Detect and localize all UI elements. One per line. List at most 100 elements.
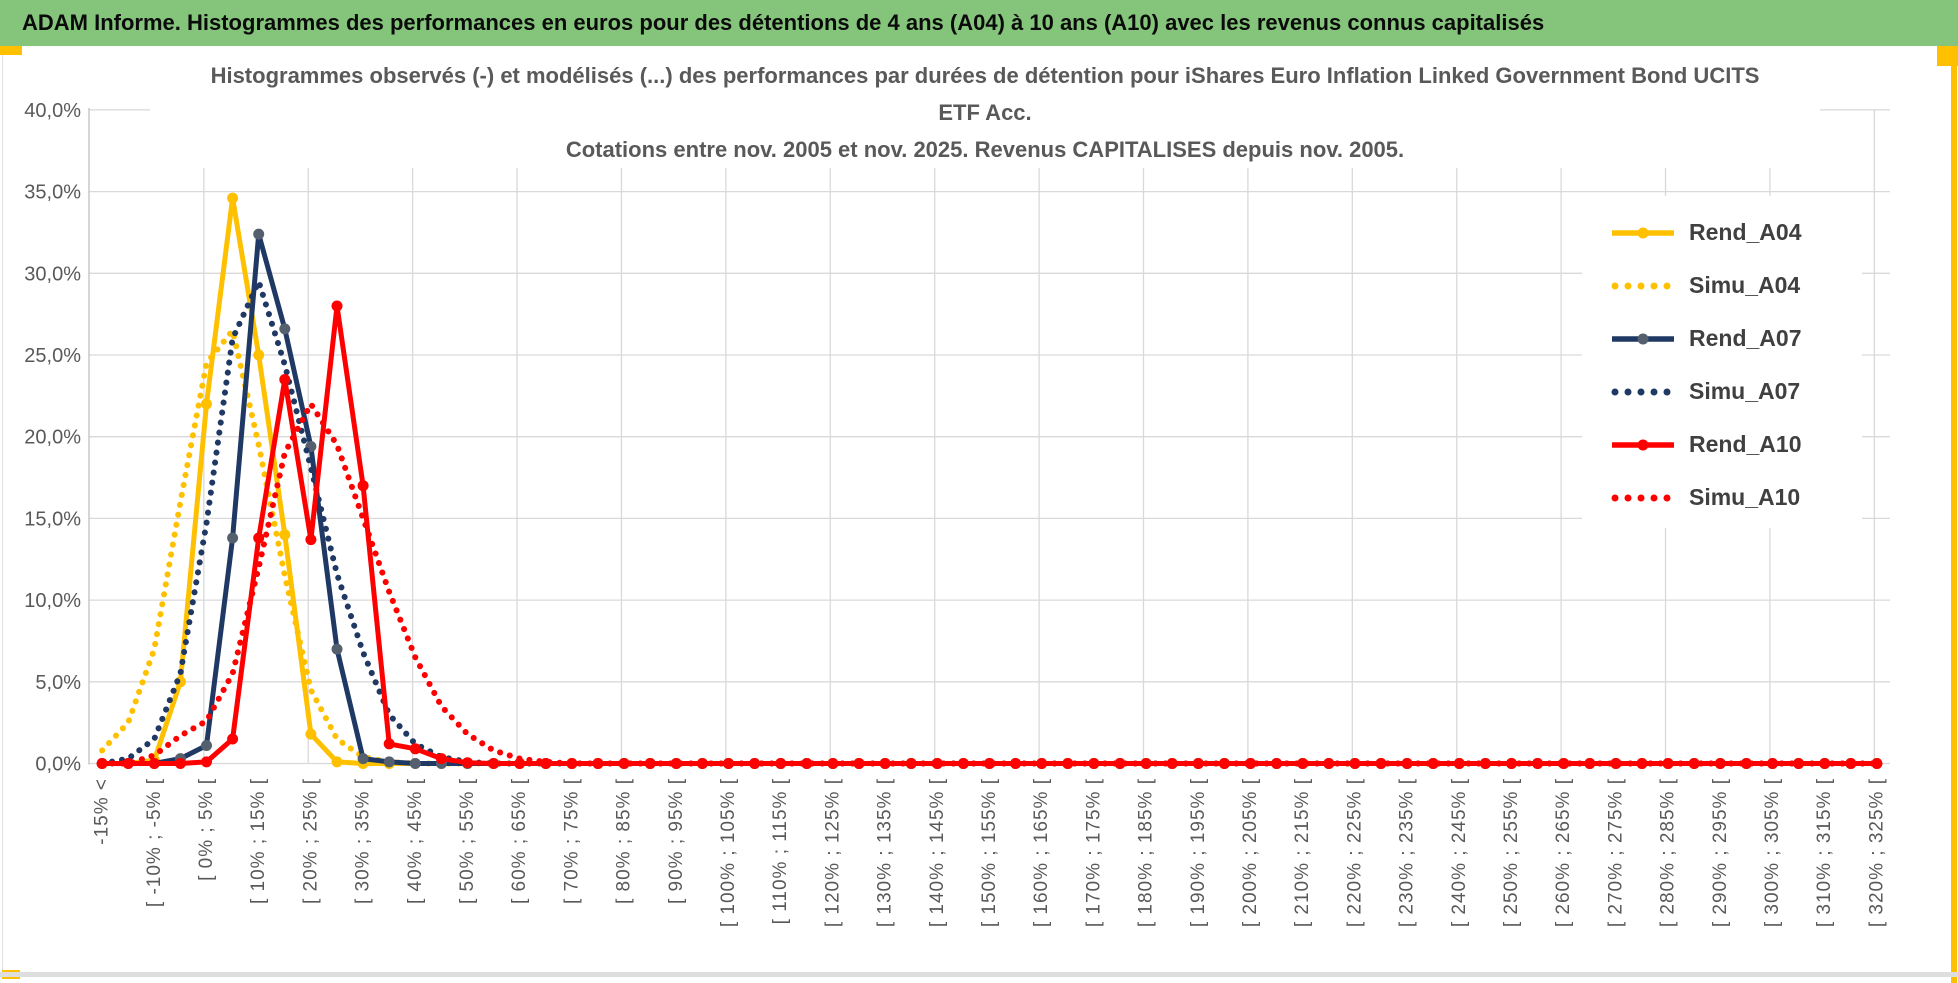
legend-item-Rend_A07[interactable]: Rend_A07 xyxy=(1582,312,1862,365)
legend-item-Rend_A10[interactable]: Rend_A10 xyxy=(1582,418,1862,471)
x-axis-tick-label: [ 290% ; 295% [ xyxy=(1710,778,1731,927)
legend-sample-dotted xyxy=(1611,494,1671,501)
series-marker-Rend_A07 xyxy=(227,532,239,544)
chart-title-line2: ETF Acc. xyxy=(938,100,1032,125)
x-axis-tick-label: [ 230% ; 235% [ xyxy=(1397,778,1418,927)
series-marker-Rend_A10 xyxy=(1610,758,1622,769)
sheet-left-border xyxy=(2,46,3,972)
series-marker-Rend_A10 xyxy=(1297,758,1309,769)
x-axis-tick-label: [ 40% ; 45% [ xyxy=(405,778,426,904)
series-marker-Rend_A10 xyxy=(488,758,500,769)
x-axis-tick-label: [ 190% ; 195% [ xyxy=(1188,778,1209,927)
legend-label: Simu_A10 xyxy=(1689,484,1801,510)
x-axis-tick-label: [ 300% ; 305% [ xyxy=(1762,778,1783,927)
legend-sample-dotted xyxy=(1611,388,1671,395)
x-axis-tick-label: [ -10% ; -5% [ xyxy=(144,778,165,907)
x-axis-tick-label: [ 20% ; 25% [ xyxy=(300,778,321,904)
x-axis-tick-label: [ 160% ; 165% [ xyxy=(1031,778,1052,927)
x-axis-tick-label: [ 200% ; 205% [ xyxy=(1240,778,1261,927)
series-marker-Rend_A10 xyxy=(174,758,186,769)
chart-title-line1: Histogrammes observés (-) et modélisés (… xyxy=(210,63,1760,88)
x-axis-tick-label: [ 100% ; 105% [ xyxy=(718,778,739,927)
x-axis-tick-label: [ 320% ; 325% [ xyxy=(1866,778,1887,927)
banner-title: ADAM Informe. Histogrammes des performan… xyxy=(22,10,1545,35)
y-axis-tick-label: 30,0% xyxy=(24,263,81,285)
series-marker-Rend_A10 xyxy=(1114,758,1126,769)
y-axis-tick-label: 5,0% xyxy=(35,672,81,694)
x-axis-tick-label: [ 70% ; 75% [ xyxy=(561,778,582,904)
y-axis-tick-label: 10,0% xyxy=(24,590,81,612)
app-banner: ADAM Informe. Histogrammes des performan… xyxy=(0,0,1958,46)
x-axis-tick-label: [ 210% ; 215% [ xyxy=(1292,778,1313,927)
x-axis-tick-label: [ 120% ; 125% [ xyxy=(822,778,843,927)
x-axis-tick-label: [ 130% ; 135% [ xyxy=(875,778,896,927)
series-marker-Rend_A10 xyxy=(931,758,943,769)
legend-label: Rend_A04 xyxy=(1689,219,1802,245)
series-marker-Rend_A07 xyxy=(253,228,265,240)
x-axis-tick-label: [ 250% ; 255% [ xyxy=(1501,778,1522,927)
legend-label: Simu_A04 xyxy=(1689,272,1801,298)
x-axis-tick-label: [ 170% ; 175% [ xyxy=(1083,778,1104,927)
x-axis-tick-label: [ 110% ; 115% [ xyxy=(770,778,791,924)
series-marker-Rend_A10 xyxy=(1427,758,1439,769)
x-axis-tick-label: [ 80% ; 85% [ xyxy=(614,778,635,904)
legend-sample-solid xyxy=(1612,333,1674,344)
x-axis-tick-label: [ 60% ; 65% [ xyxy=(509,778,530,904)
y-axis-tick-label: 20,0% xyxy=(24,427,81,449)
x-axis-tick-label: [ 30% ; 35% [ xyxy=(353,778,374,904)
legend-label: Simu_A07 xyxy=(1689,378,1801,404)
gold-corner-top-left xyxy=(0,46,22,55)
x-axis-tick-label: [ 140% ; 145% [ xyxy=(927,778,948,927)
legend-item-Simu_A07[interactable]: Simu_A07 xyxy=(1582,365,1862,418)
series-marker-Rend_A04 xyxy=(305,728,317,740)
series-marker-Rend_A04 xyxy=(279,529,291,541)
x-axis-tick-label: [ 150% ; 155% [ xyxy=(979,778,1000,927)
legend-item-Simu_A10[interactable]: Simu_A10 xyxy=(1582,471,1862,524)
series-marker-Rend_A10 xyxy=(1245,758,1256,769)
series-marker-Rend_A10 xyxy=(409,743,421,755)
y-axis-tick-label: 35,0% xyxy=(24,182,81,204)
series-marker-Rend_A10 xyxy=(279,374,291,385)
series-marker-Rend_A10 xyxy=(1558,758,1570,769)
series-marker-Rend_A10 xyxy=(331,300,343,312)
series-marker-Rend_A04 xyxy=(227,192,239,204)
series-marker-Rend_A07 xyxy=(201,740,212,751)
x-axis-tick-label: [ 220% ; 225% [ xyxy=(1344,778,1365,927)
series-marker-Rend_A10 xyxy=(383,738,395,750)
y-axis-tick-label: 25,0% xyxy=(24,345,81,367)
series-marker-Rend_A04 xyxy=(201,398,212,410)
legend-label: Rend_A07 xyxy=(1689,325,1802,351)
series-line-Simu_A10 xyxy=(99,401,1880,767)
series-marker-Rend_A10 xyxy=(227,733,239,745)
legend-item-Rend_A04[interactable]: Rend_A04 xyxy=(1582,206,1862,259)
series-marker-Rend_A07 xyxy=(357,753,369,765)
x-axis-tick-label: [ 50% ; 55% [ xyxy=(457,778,478,904)
series-marker-Rend_A10 xyxy=(462,757,473,769)
x-axis-tick-label: [ 240% ; 245% [ xyxy=(1449,778,1470,927)
series-marker-Rend_A07 xyxy=(331,643,343,655)
series-marker-Rend_A10 xyxy=(801,758,813,769)
series-marker-Rend_A07 xyxy=(383,756,395,768)
chart-title: Histogrammes observés (-) et modélisés (… xyxy=(150,57,1820,168)
y-axis-tick-label: 15,0% xyxy=(24,508,81,530)
x-axis-tick-label: [ 180% ; 185% [ xyxy=(1136,778,1157,927)
series-marker-Rend_A10 xyxy=(670,758,682,769)
series-marker-Rend_A07 xyxy=(279,323,291,335)
legend-item-Simu_A04[interactable]: Simu_A04 xyxy=(1582,259,1862,312)
series-marker-Rend_A04 xyxy=(253,349,265,361)
x-axis-tick-label: [ 310% ; 315% [ xyxy=(1814,778,1835,927)
sheet-bottom-strip xyxy=(0,972,1958,977)
gold-right-strip xyxy=(1951,46,1957,983)
series-marker-Rend_A10 xyxy=(253,532,265,544)
x-axis-tick-label: -15% < xyxy=(92,778,113,845)
x-axis-tick-label: [ 90% ; 95% [ xyxy=(666,778,687,904)
series-marker-Rend_A10 xyxy=(514,758,526,769)
x-axis-tick-label: [ 10% ; 15% [ xyxy=(248,778,269,904)
legend-label: Rend_A10 xyxy=(1689,431,1802,457)
series-marker-Rend_A10 xyxy=(357,480,369,492)
series-marker-Rend_A10 xyxy=(984,758,995,769)
series-marker-Rend_A10 xyxy=(1871,758,1883,769)
chart-legend: Rend_A04 Simu_A04 Rend_A07 Simu_A07 Rend_A10… xyxy=(1582,196,1862,528)
series-marker-Rend_A10 xyxy=(1740,758,1752,769)
